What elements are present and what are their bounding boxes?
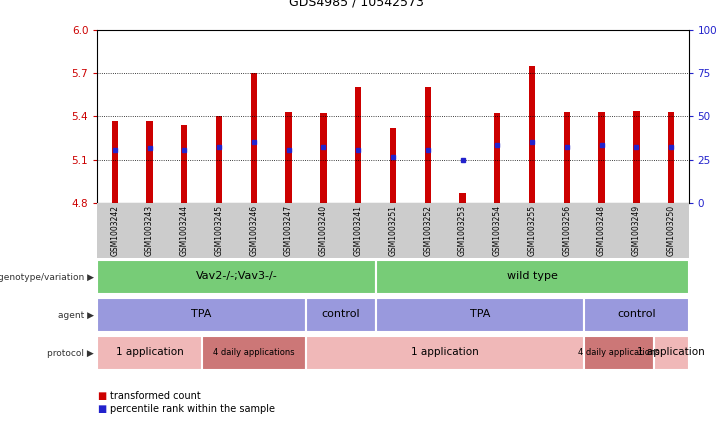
Bar — [97, 336, 202, 371]
Text: GSM1003242: GSM1003242 — [110, 205, 119, 255]
Text: GSM1003245: GSM1003245 — [215, 205, 224, 256]
Bar — [202, 336, 306, 371]
Bar — [584, 298, 689, 332]
Bar — [112, 121, 118, 203]
Text: GSM1003243: GSM1003243 — [145, 205, 154, 256]
Bar — [146, 121, 153, 203]
Text: wild type: wild type — [507, 271, 557, 281]
Bar — [181, 125, 187, 203]
Text: agent ▶: agent ▶ — [58, 310, 94, 320]
Bar — [494, 113, 500, 203]
Text: GSM1003249: GSM1003249 — [632, 205, 641, 256]
Text: TPA: TPA — [192, 309, 212, 319]
Text: protocol ▶: protocol ▶ — [47, 349, 94, 358]
Bar — [306, 298, 376, 332]
Bar — [529, 66, 535, 203]
Text: transformed count: transformed count — [110, 390, 201, 401]
Text: control: control — [617, 309, 655, 319]
Bar — [97, 298, 306, 332]
Text: percentile rank within the sample: percentile rank within the sample — [110, 404, 275, 415]
Bar — [320, 113, 327, 203]
Text: GSM1003244: GSM1003244 — [180, 205, 189, 256]
Bar — [584, 336, 654, 371]
Text: 1 application: 1 application — [115, 347, 183, 357]
Text: GSM1003256: GSM1003256 — [562, 205, 571, 256]
Bar — [598, 112, 605, 203]
Text: GSM1003253: GSM1003253 — [458, 205, 467, 256]
Text: GSM1003241: GSM1003241 — [354, 205, 363, 255]
Bar — [564, 112, 570, 203]
Bar — [425, 88, 431, 203]
Bar — [668, 112, 674, 203]
Text: 4 daily applications: 4 daily applications — [578, 348, 660, 357]
Bar — [306, 336, 584, 371]
Text: GSM1003247: GSM1003247 — [284, 205, 293, 256]
Bar — [251, 73, 257, 203]
Bar — [355, 88, 361, 203]
Text: ■: ■ — [97, 390, 107, 401]
Text: GSM1003252: GSM1003252 — [423, 205, 432, 255]
Bar — [459, 193, 466, 203]
Text: ■: ■ — [97, 404, 107, 415]
Bar — [633, 110, 640, 203]
Bar — [97, 260, 376, 294]
Text: GSM1003246: GSM1003246 — [249, 205, 258, 256]
Text: GSM1003250: GSM1003250 — [667, 205, 676, 256]
Text: control: control — [322, 309, 360, 319]
Bar — [376, 298, 584, 332]
Text: GSM1003248: GSM1003248 — [597, 205, 606, 255]
Text: TPA: TPA — [469, 309, 490, 319]
Text: genotype/variation ▶: genotype/variation ▶ — [0, 272, 94, 282]
Text: 4 daily applications: 4 daily applications — [213, 348, 295, 357]
Bar — [654, 336, 689, 371]
Text: GSM1003240: GSM1003240 — [319, 205, 328, 256]
Text: GDS4985 / 10542573: GDS4985 / 10542573 — [289, 0, 425, 8]
Text: GSM1003254: GSM1003254 — [492, 205, 502, 256]
Bar — [216, 116, 222, 203]
Text: 1 application: 1 application — [411, 347, 479, 357]
Text: GSM1003255: GSM1003255 — [528, 205, 536, 256]
Bar — [286, 112, 292, 203]
Text: 1 application: 1 application — [637, 347, 705, 357]
Bar — [376, 260, 689, 294]
Text: Vav2-/-;Vav3-/-: Vav2-/-;Vav3-/- — [195, 271, 278, 281]
Bar — [390, 128, 396, 203]
Text: GSM1003251: GSM1003251 — [389, 205, 397, 255]
